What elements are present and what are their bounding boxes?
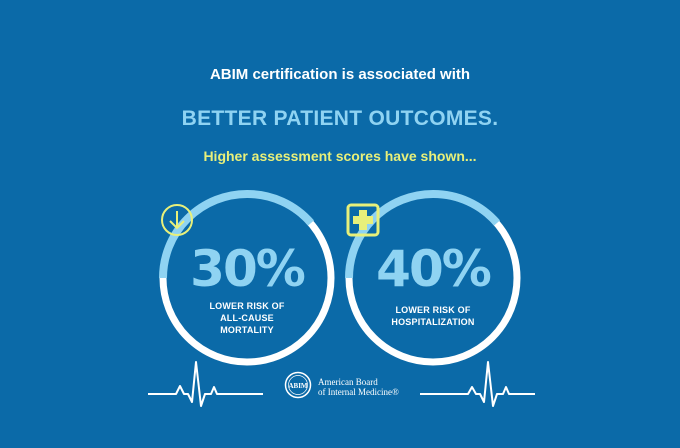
stat-value: 30% [190,240,306,298]
logo-wordmark: American Board of Internal Medicine® [318,377,399,397]
stat-label: LOWER RISK OF ALL-CAUSE MORTALITY [209,301,285,335]
heartbeat-line-right [420,361,535,407]
intro-text: ABIM certification is associated with [209,66,471,83]
headline: BETTER PATIENT OUTCOMES. [181,107,499,130]
subheadline: Higher assessment scores have shown... [203,148,477,164]
stat-card-hospitalization: 40% LOWER RISK OF HOSPITALIZATION [343,188,523,368]
abim-logo: ABIM American Board of Internal Medicine… [284,370,404,404]
progress-ring [159,189,335,366]
progress-ring [345,189,521,366]
abim-seal-icon: ABIM [284,371,312,399]
svg-text:ABIM: ABIM [288,382,307,390]
heartbeat-line-left [148,361,263,407]
stat-label: LOWER RISK OF HOSPITALIZATION [391,305,475,327]
stat-card-mortality: 30% LOWER RISK OF ALL-CAUSE MORTALITY [157,188,337,368]
stat-value: 40% [376,240,492,298]
